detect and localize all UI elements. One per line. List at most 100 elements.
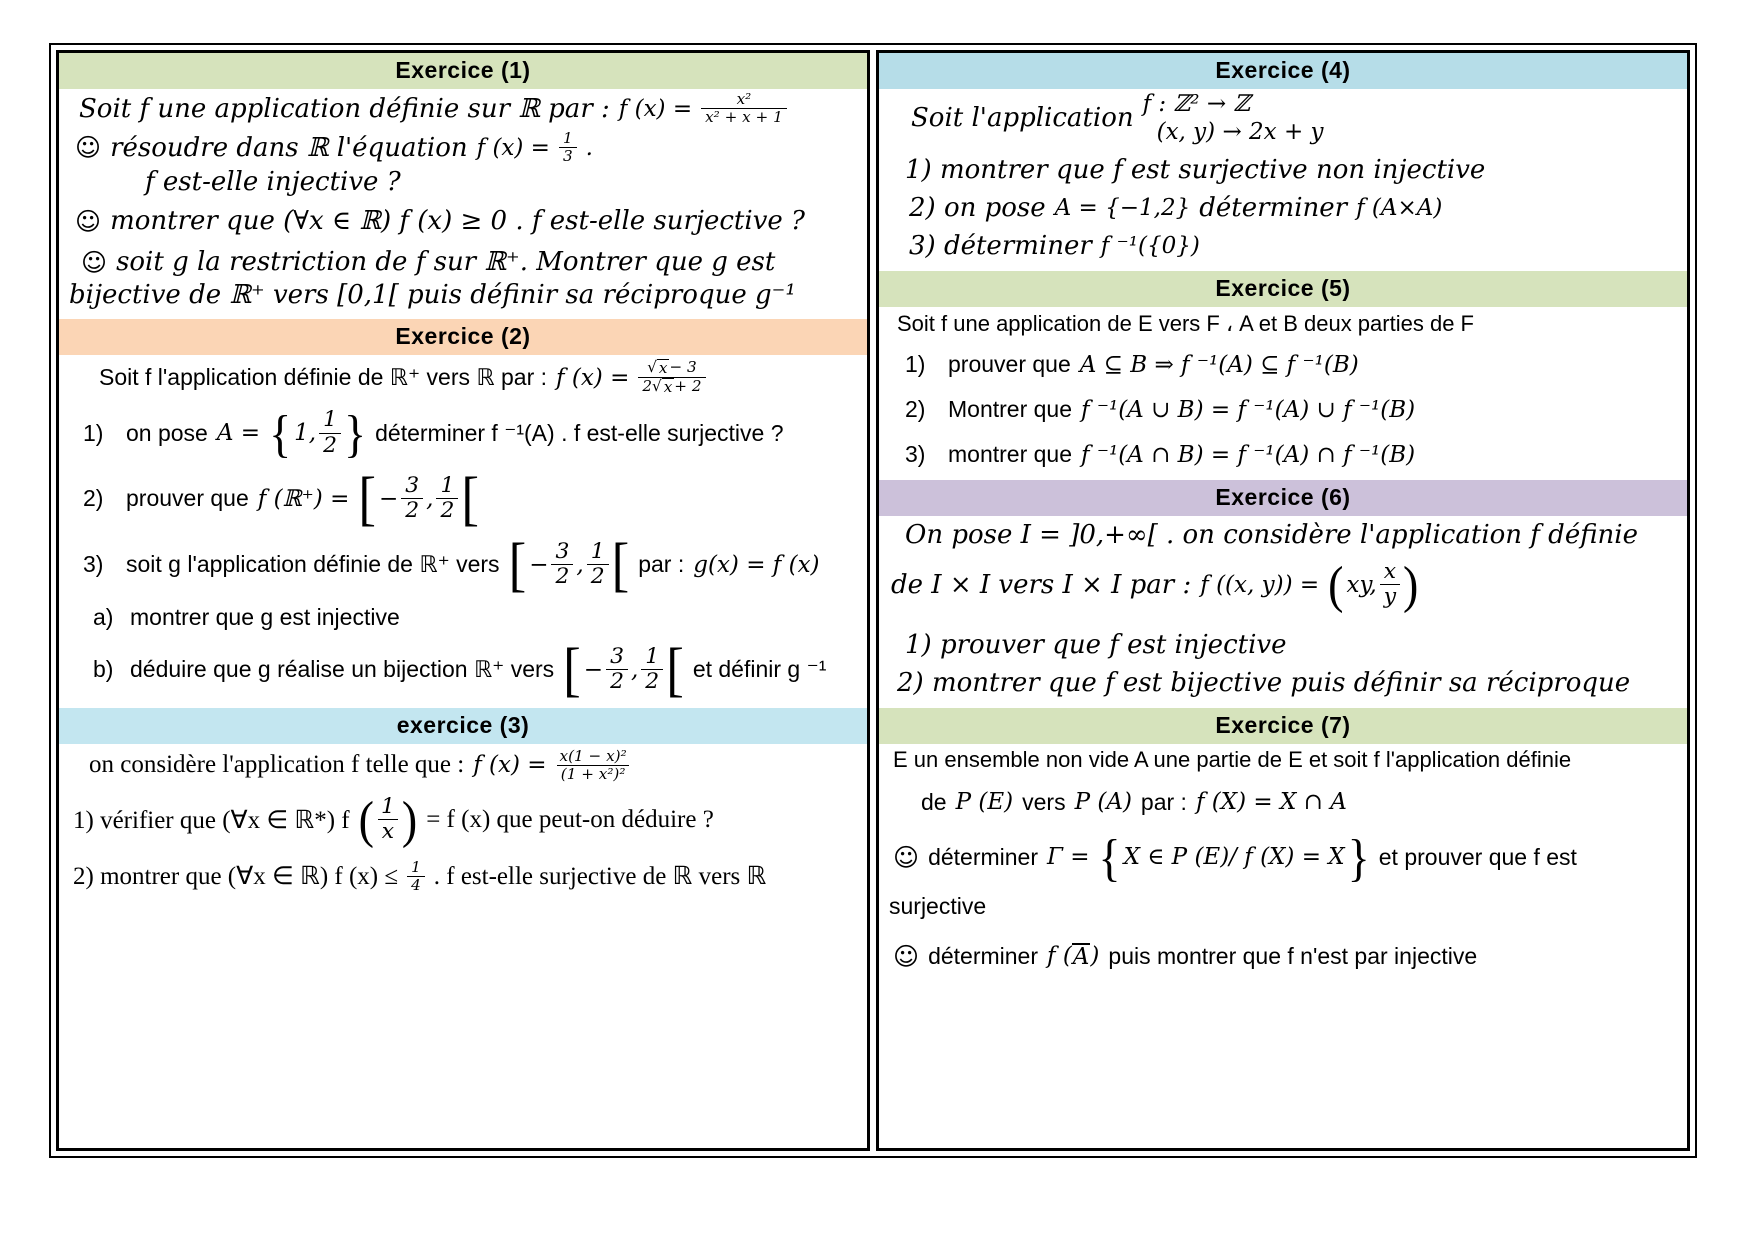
numerator: 1 [380, 793, 395, 819]
ex6-line1: On pose I = ]0,+∞[ . on considère l'appl… [897, 520, 1687, 550]
ex3-intro-text: on considère l'application f telle que : [89, 751, 465, 779]
ex2-intro-math: f (x) = [556, 364, 630, 391]
ex4-item2-line: 2) on pose A = {−1,2} déterminer f (A×A) [901, 193, 1687, 223]
ex7-line2: de P (E) vers P (A) par : f (X) = X ∩ A [913, 789, 1687, 816]
item-label: 1) [905, 351, 926, 377]
ex7-line1-text: E un ensemble non vide A une partie de E… [893, 746, 1572, 772]
ex7-line2-par: par : [1140, 788, 1187, 815]
ex1-q3-line1: ☺ soit g la restriction de f sur ℝ⁺. Mon… [73, 247, 867, 277]
denominator: x [377, 819, 399, 844]
denominator: 2 [586, 564, 609, 589]
denominator: 2 [551, 564, 574, 589]
ex3-intro-math: f (x) = [473, 752, 547, 779]
right-column: Exercice (4) Soit l'application f : ℤ² →… [876, 50, 1690, 1151]
map-rule: (x, y) → 2x + y [1156, 119, 1324, 145]
left-bracket: [ [508, 531, 527, 599]
ex5-item3-text: montrer que [948, 441, 1073, 467]
sqrt-icon: √ x [652, 378, 675, 397]
denominator: x² + x + 1 [701, 108, 787, 126]
item-label: 1) [83, 419, 104, 446]
minus-sign: − [529, 551, 549, 578]
ex3-item2-pre: 2) montrer que (∀x ∈ ℝ) f (x) ≤ [73, 863, 399, 891]
numerator: 1 [411, 857, 421, 876]
smiley-icon: ☺ [81, 247, 108, 277]
denominator: 2 [606, 669, 628, 694]
smiley-icon: ☺ [893, 842, 920, 872]
ex7-line2-m3: f (X) = X ∩ A [1195, 789, 1347, 816]
set-definition: X ∈ P (E)/ f (X) = X [1123, 844, 1345, 871]
exercise6-header: Exercice (6) [879, 480, 1687, 516]
numerator: 1 [562, 129, 573, 148]
numerator: √ x − 3 [643, 359, 700, 377]
map-signature: f : ℤ² → ℤ [1142, 91, 1251, 117]
ex2-item1-text: on pose [126, 419, 208, 446]
ex1-intro-line: Soit f une application définie sur ℝ par… [71, 90, 867, 126]
ex4-item2-set: A = {−1,2} [1054, 195, 1191, 221]
item-label: b) [93, 656, 114, 683]
radicand: x [661, 378, 675, 397]
ex6-item1-line: 1) prouver que f est injective [897, 630, 1687, 660]
ex4-item2-math: f (A×A) [1356, 195, 1443, 221]
minus-sign: − [583, 656, 604, 683]
ex7-line2-mid: vers [1022, 788, 1066, 815]
ex6-item1-text: 1) prouver que f est injective [905, 629, 1287, 660]
ex1-intro-math: f (x) = [618, 95, 693, 122]
ex7-item2-tail: puis montrer que f n'est par injective [1108, 943, 1478, 969]
denominator-tail: + 2 [674, 377, 702, 396]
ex3-item2-post: . f est-elle surjective de ℝ vers ℝ [433, 863, 767, 891]
ex7-item2-line: ☺ déterminer f (A) puis montrer que f n'… [885, 942, 1687, 971]
ex7-line2-m2: P (A) [1074, 789, 1132, 816]
ex6-item2-line: 2) montrer que f est bijective puis défi… [889, 668, 1687, 698]
ex3-intro-line: on considère l'application f telle que :… [81, 747, 867, 783]
ex2-intro-text: Soit f l'application définie de ℝ⁺ vers … [99, 364, 548, 391]
item-label: 3) [83, 551, 104, 578]
left-brace: { [1098, 828, 1121, 886]
numerator: 1 [645, 643, 660, 669]
numerator: x [1383, 559, 1397, 584]
numerator: 3 [610, 643, 624, 669]
ex2-item2-math: f (ℝ⁺) = [257, 485, 350, 512]
radicand: x [656, 359, 670, 378]
ex5-item1-text: prouver que [948, 351, 1071, 377]
open-bracket: [ [666, 636, 684, 703]
numerator: 1 [323, 407, 338, 433]
denominator: 3 [558, 147, 577, 165]
ex3-item1-pre: 1) vérifier que (∀x ∈ ℝ*) f [73, 806, 350, 834]
left-bracket: [ [563, 636, 581, 703]
exercise4-header: Exercice (4) [879, 53, 1687, 89]
ex2-item3-line: 3) soit g l'application définie de ℝ⁺ ve… [75, 531, 867, 599]
period: . [585, 134, 593, 161]
set-braces: { X ∈ P (E)/ f (X) = X } [1098, 828, 1370, 886]
ex5-item2-math: f ⁻¹(A ∪ B) = f ⁻¹(A) ∪ f ⁻¹(B) [1081, 396, 1416, 423]
right-brace: } [1347, 828, 1370, 886]
open-bracket: [ [611, 531, 630, 599]
item-label: 3) [905, 441, 926, 467]
fraction: √ x − 3 2 √ x + 2 [638, 359, 706, 397]
comma: , [426, 485, 434, 512]
ex6-line2-pre: de I × I vers I × I par : [891, 569, 1192, 600]
item-label: 2) [905, 396, 926, 422]
ex5-item3-math: f ⁻¹(A ∩ B) = f ⁻¹(A) ∩ f ⁻¹(B) [1081, 441, 1416, 468]
ex2-item3-mid: par : [638, 551, 685, 578]
left-column: Exercice (1) Soit f une application défi… [56, 50, 870, 1151]
ex4-item3-math: f ⁻¹({0}) [1100, 233, 1200, 259]
ex2-item3-math: g(x) = f (x) [693, 551, 820, 578]
smiley-icon: ☺ [893, 942, 920, 971]
ex7-cont-text: surjective [889, 893, 987, 919]
ex7-item2-text: déterminer [928, 943, 1038, 969]
f-open: f ( [1047, 943, 1072, 970]
